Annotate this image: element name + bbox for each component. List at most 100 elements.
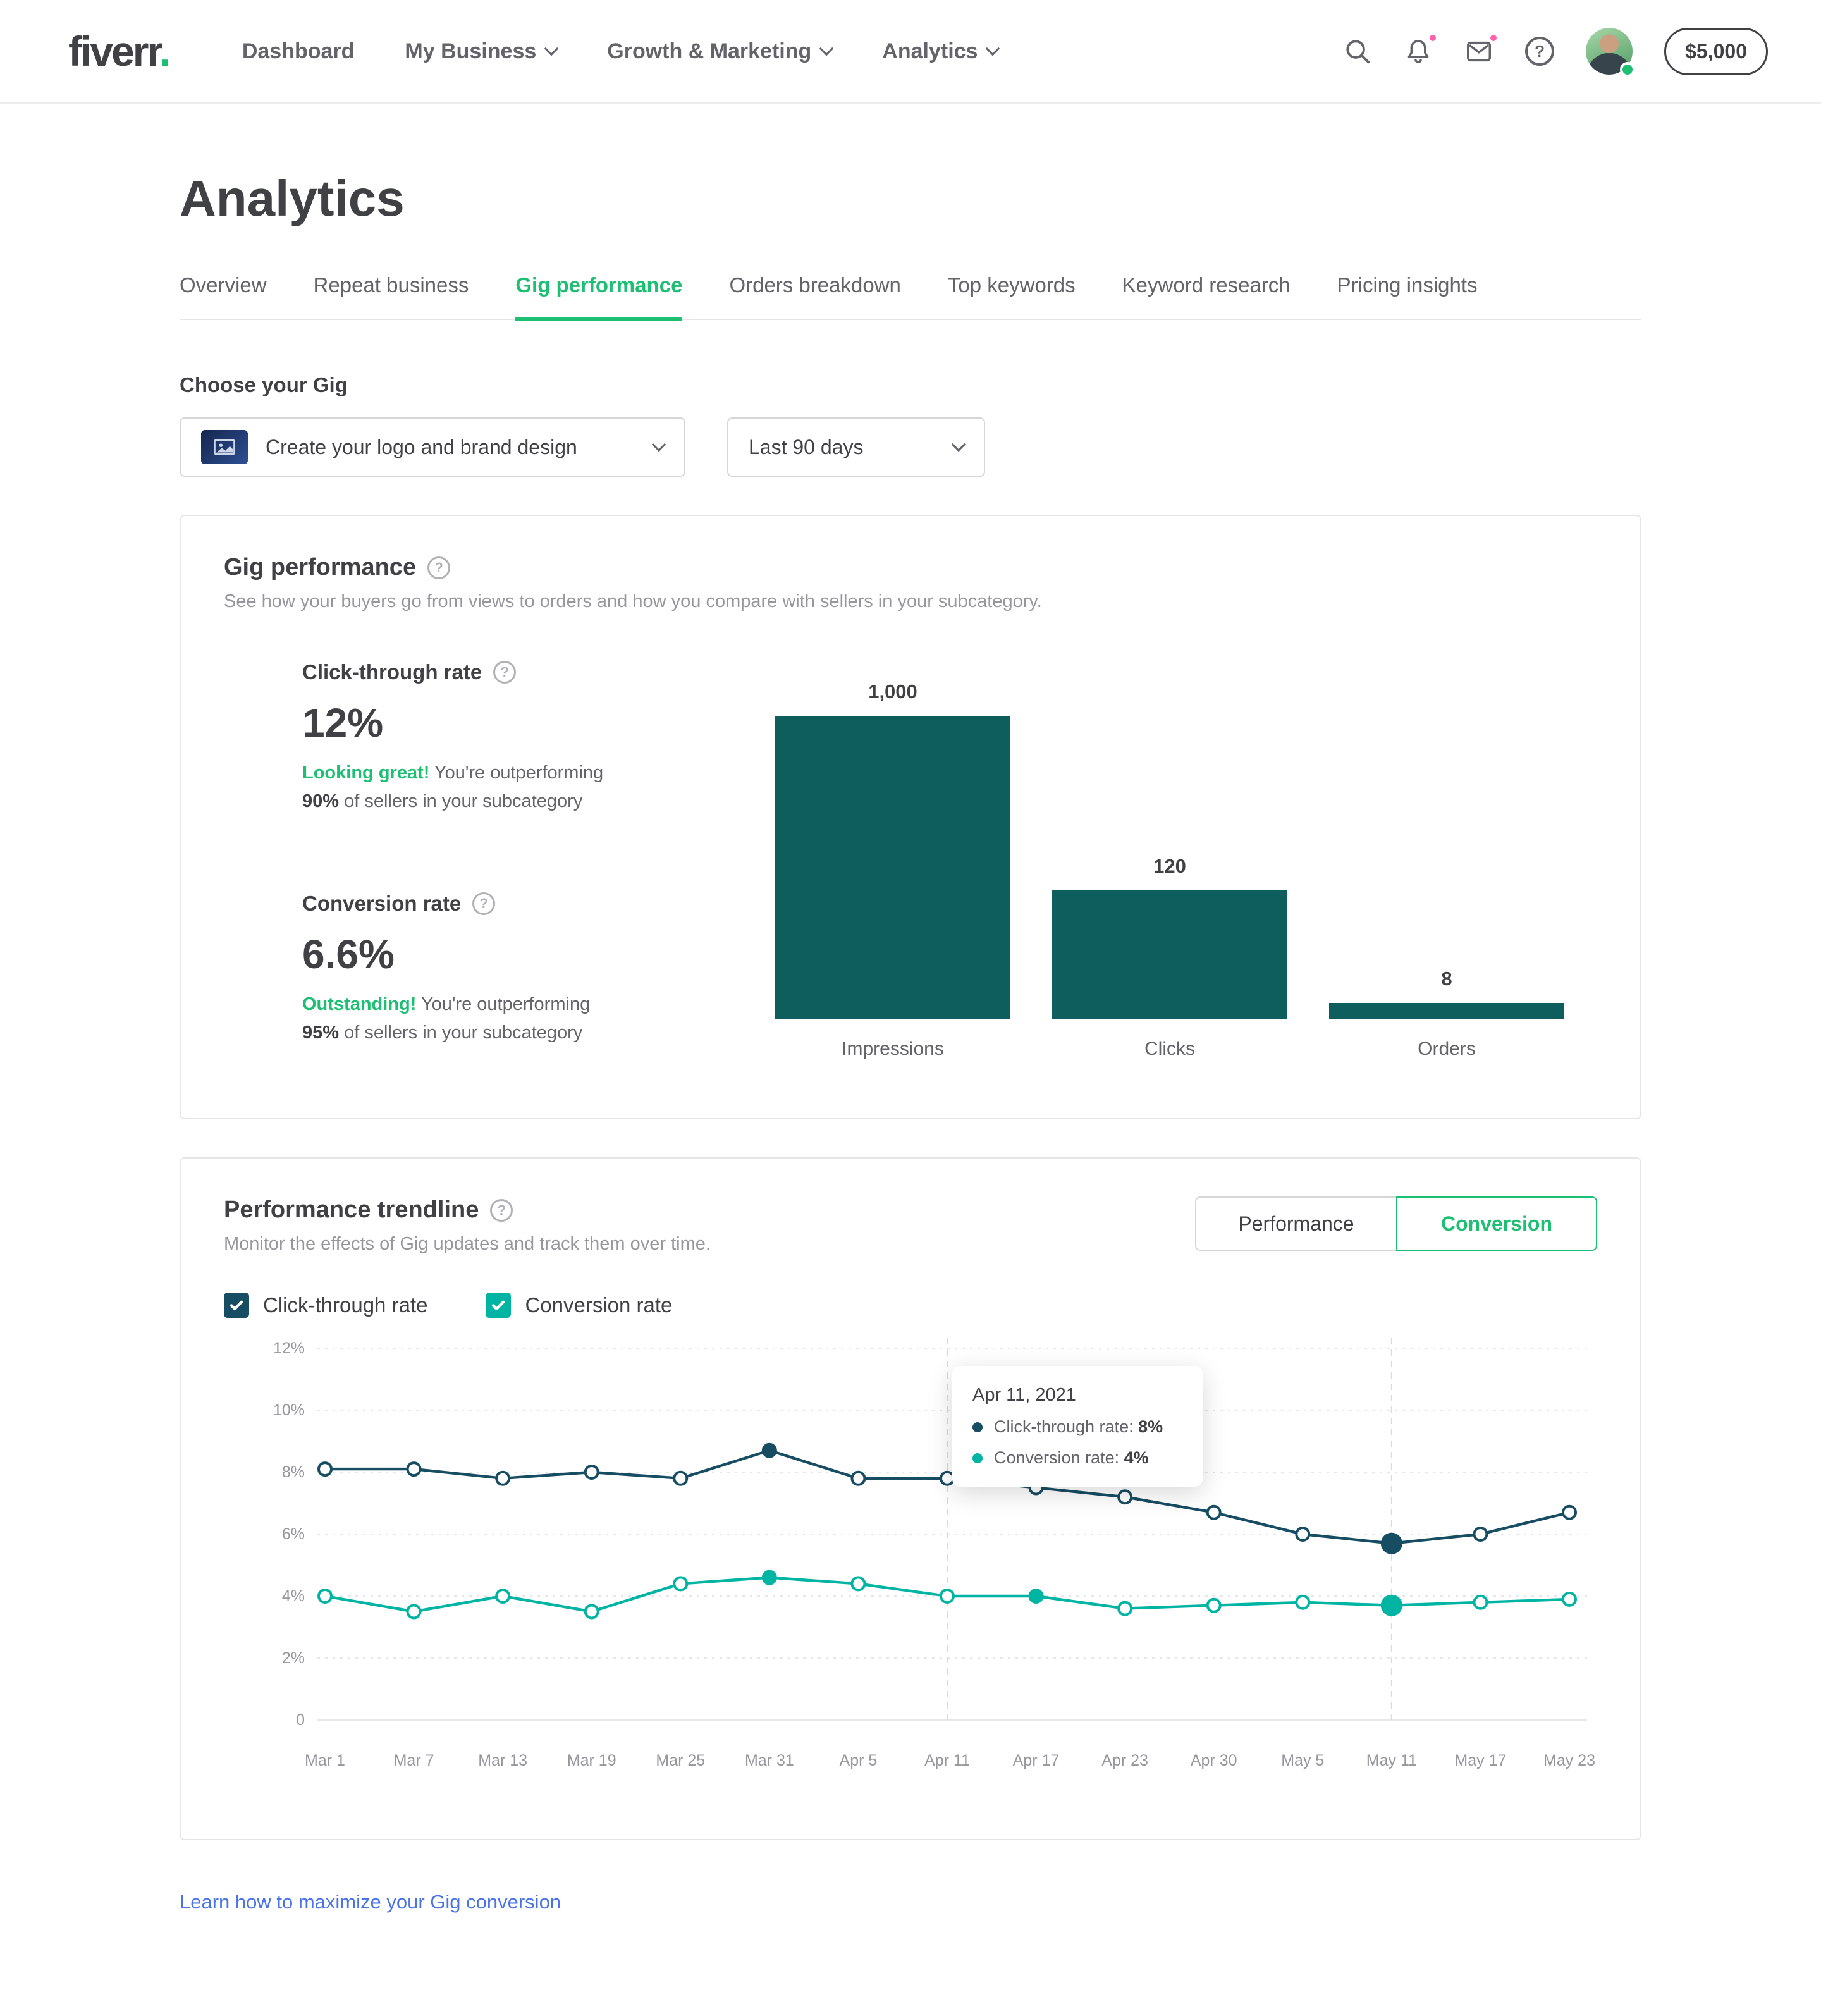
gig-performance-stats: Click-through rate ? 12% Looking great! …	[302, 660, 669, 1047]
bar-value-label: 8	[1441, 968, 1452, 990]
funnel-chart[interactable]: 1,000 120 8 Impressions Clicks Orders	[775, 680, 1564, 1060]
gig-performance-card: Gig performance ? See how your buyers go…	[180, 515, 1641, 1119]
help-icon[interactable]: ?	[490, 1198, 513, 1222]
learn-link[interactable]: Learn how to maximize your Gig conversio…	[180, 1891, 561, 1913]
top-nav-bar: fiverr. Dashboard My Business Growth & M…	[0, 0, 1821, 104]
ctr-checkbox[interactable]: Click-through rate	[224, 1293, 427, 1318]
notifications-bell-icon[interactable]	[1404, 33, 1438, 66]
nav-label: Growth & Marketing	[607, 39, 812, 63]
conversion-rate-stat: Conversion rate ? 6.6% Outstanding! You'…	[302, 892, 669, 1047]
svg-text:Mar 13: Mar 13	[478, 1752, 527, 1769]
stat-value: 12%	[302, 700, 384, 746]
performance-toggle-button[interactable]: Performance	[1195, 1196, 1396, 1251]
conversion-toggle-button[interactable]: Conversion	[1396, 1196, 1597, 1251]
svg-text:4%: 4%	[282, 1587, 305, 1605]
gig-performance-body: Click-through rate ? 12% Looking great! …	[224, 660, 1597, 1060]
brand-name: fiverr	[68, 28, 161, 75]
svg-text:Apr 23: Apr 23	[1101, 1752, 1148, 1769]
bar[interactable]	[1329, 1003, 1564, 1019]
tooltip-date: Apr 11, 2021	[972, 1385, 1076, 1405]
brand-dot: .	[159, 28, 170, 75]
stat-label: Click-through rate	[302, 660, 482, 684]
stat-label: Conversion rate	[302, 891, 462, 915]
gig-thumbnail	[201, 430, 248, 464]
bar[interactable]	[775, 716, 1010, 1019]
help-icon[interactable]: ?	[472, 892, 496, 915]
funnel-bar[interactable]: 8	[1329, 968, 1564, 1019]
notification-dot	[1428, 33, 1438, 43]
performance-trendline-card: Performance trendline ? Monitor the effe…	[180, 1157, 1641, 1840]
nav-label: Analytics	[882, 39, 978, 63]
svg-text:0: 0	[296, 1711, 305, 1729]
trend-line-chart[interactable]: 0 2% 4% 6% 8% 10% 12% Mar 1 Mar 7 Mar 13 Mar 19 Mar…	[224, 1331, 1602, 1781]
svg-text:Mar 7: Mar 7	[394, 1752, 434, 1769]
stat-note: Outstanding! You're outperforming 95% of…	[302, 993, 591, 1043]
tab-orders-breakdown[interactable]: Orders breakdown	[729, 273, 901, 297]
avatar[interactable]	[1586, 28, 1636, 77]
fiverr-logo[interactable]: fiverr.	[68, 27, 171, 75]
trend-chart[interactable]: 0 2% 4% 6% 8% 10% 12% Mar 1 Mar 7 Mar 13 Mar 19 Mar…	[224, 1331, 1597, 1781]
conversion-checkbox[interactable]: Conversion rate	[486, 1293, 672, 1318]
svg-text:May 23: May 23	[1543, 1752, 1595, 1769]
tab-keyword-research[interactable]: Keyword research	[1122, 273, 1291, 297]
svg-text:Apr 17: Apr 17	[1013, 1752, 1060, 1769]
gig-select-value: Create your logo and brand design	[266, 435, 577, 458]
legend-label: Click-through rate	[263, 1293, 428, 1317]
svg-text:May 11: May 11	[1366, 1752, 1417, 1769]
search-icon[interactable]	[1343, 37, 1372, 66]
legend-label: Conversion rate	[525, 1293, 673, 1317]
tab-overview[interactable]: Overview	[180, 273, 267, 297]
filter-selects: Create your logo and brand design Last 9…	[180, 417, 1641, 477]
svg-text:Mar 1: Mar 1	[305, 1752, 345, 1769]
funnel-bar[interactable]: 1,000	[775, 680, 1010, 1019]
click-through-rate-stat: Click-through rate ? 12% Looking great! …	[302, 660, 669, 816]
bar-value-label: 1,000	[868, 680, 917, 703]
tab-gig-performance[interactable]: Gig performance	[515, 273, 683, 321]
chevron-down-icon	[819, 41, 834, 56]
nav-growth-marketing[interactable]: Growth & Marketing	[607, 39, 834, 64]
gig-select[interactable]: Create your logo and brand design	[180, 417, 685, 477]
svg-text:Mar 31: Mar 31	[745, 1752, 794, 1769]
bar-category-label: Orders	[1418, 1038, 1476, 1059]
chevron-down-icon	[651, 437, 666, 452]
trend-toggle: Performance Conversion	[1195, 1196, 1597, 1251]
ctr-dot-icon	[972, 1422, 983, 1432]
nav-dashboard[interactable]: Dashboard	[242, 39, 355, 64]
nav-label: Dashboard	[242, 39, 355, 63]
bar-value-label: 120	[1153, 855, 1186, 877]
tooltip-ctr-row: Click-through rate: 8%	[972, 1417, 1182, 1437]
nav-analytics[interactable]: Analytics	[882, 39, 1000, 64]
help-icon[interactable]: ?	[493, 661, 517, 684]
card-title: Gig performance	[224, 554, 417, 581]
svg-text:8%: 8%	[282, 1463, 305, 1481]
funnel-bar[interactable]: 120	[1052, 855, 1287, 1019]
date-range-select[interactable]: Last 90 days	[727, 417, 985, 477]
bar-category-label: Impressions	[842, 1038, 944, 1059]
svg-text:Apr 5: Apr 5	[840, 1752, 878, 1769]
tab-top-keywords[interactable]: Top keywords	[947, 273, 1076, 297]
stat-value: 6.6%	[302, 931, 395, 977]
tab-repeat-business[interactable]: Repeat business	[313, 273, 469, 297]
analytics-tabs: Overview Repeat business Gig performance…	[180, 273, 1641, 321]
tab-pricing-insights[interactable]: Pricing insights	[1337, 273, 1478, 297]
svg-text:12%: 12%	[273, 1339, 305, 1357]
filters-section: Choose your Gig Create your logo and bra…	[180, 373, 1641, 477]
header-actions: ? $5,000	[1343, 27, 1768, 77]
balance-button[interactable]: $5,000	[1664, 27, 1768, 75]
checkbox-checked-icon	[486, 1293, 512, 1318]
svg-text:6%: 6%	[282, 1525, 305, 1543]
checkbox-checked-icon	[224, 1293, 249, 1318]
svg-text:Mar 19: Mar 19	[567, 1752, 616, 1769]
tooltip-conversion-row: Conversion rate: 4%	[972, 1448, 1182, 1468]
help-icon[interactable]: ?	[1525, 37, 1555, 66]
bar[interactable]	[1052, 890, 1287, 1019]
messages-envelope-icon[interactable]	[1464, 33, 1499, 66]
help-icon[interactable]: ?	[427, 556, 451, 579]
range-select-value: Last 90 days	[749, 435, 864, 458]
svg-text:May 17: May 17	[1454, 1752, 1506, 1769]
chevron-down-icon	[951, 437, 966, 452]
page-content: Analytics Overview Repeat business Gig p…	[180, 169, 1641, 1987]
nav-my-business[interactable]: My Business	[405, 39, 559, 64]
notification-dot	[1488, 33, 1499, 43]
